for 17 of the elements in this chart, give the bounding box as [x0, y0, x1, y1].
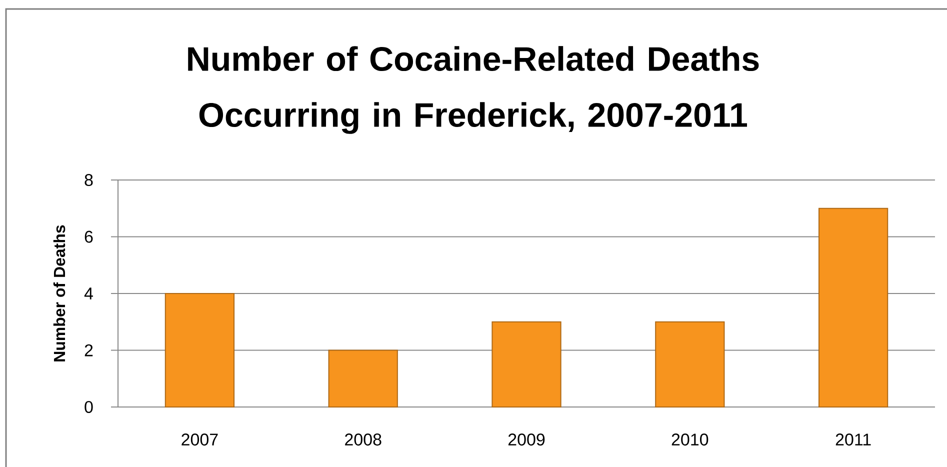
- y-tick-label: 0: [84, 400, 93, 414]
- bar: [818, 208, 888, 408]
- x-tick-label: 2011: [836, 434, 871, 446]
- x-tick-label: 2010: [672, 434, 708, 446]
- bar: [164, 293, 235, 408]
- bar: [328, 350, 398, 408]
- y-tick-label: 4: [84, 288, 93, 300]
- bar: [492, 321, 562, 408]
- x-tick-label: 2009: [508, 434, 545, 446]
- y-tick-label: 2: [84, 344, 93, 356]
- bar: [655, 321, 725, 408]
- x-tick-label: 2007: [182, 434, 218, 446]
- y-tick-label: 6: [84, 230, 93, 243]
- y-tick-label: 8: [84, 174, 93, 186]
- chart-title: Number of Cocaine-Related Deaths Occurring in Frederick, 2007-2011: [188, 46, 759, 134]
- x-tick-label: 2008: [345, 434, 382, 446]
- y-axis-title: Number of Deaths: [53, 225, 66, 362]
